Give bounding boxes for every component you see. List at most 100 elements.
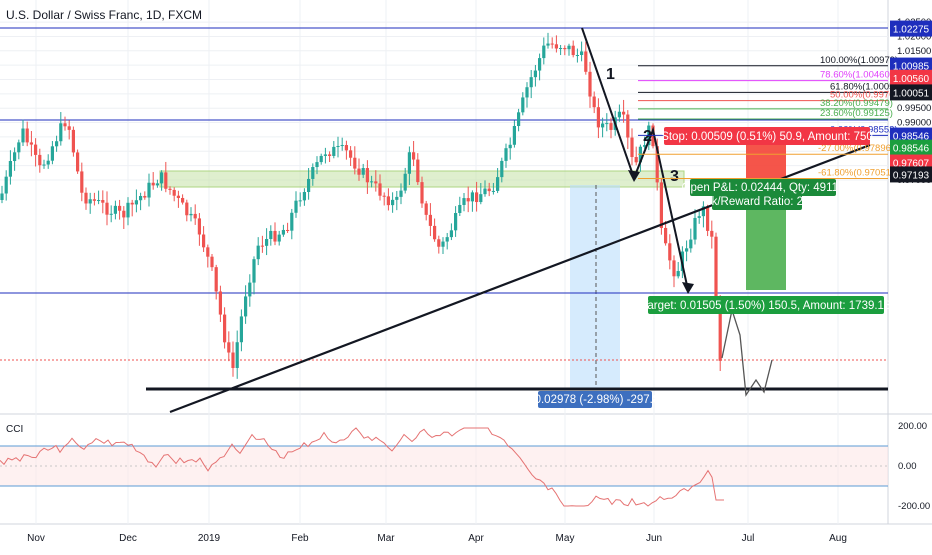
candle-body: [466, 198, 470, 202]
stop-label: Stop: 0.00509 (0.51%) 50.9, Amount: 750: [661, 131, 873, 143]
candle-body: [277, 234, 281, 242]
candle-body: [290, 212, 294, 231]
wave-3-label: 3: [670, 168, 679, 185]
candle-body: [0, 193, 4, 200]
risk-reward-label-box: [712, 194, 802, 210]
axis-layer: NovDec2019FebMarAprMayJunJulAug1.025001.…: [27, 17, 932, 544]
candle-body: [59, 123, 63, 142]
candle-body: [361, 168, 365, 175]
cci-layer: [0, 427, 888, 507]
candle-body: [336, 145, 340, 147]
candle-body: [710, 230, 714, 237]
candle-body: [491, 190, 495, 192]
candle-body: [206, 247, 210, 257]
price-marker-label: 1.02275: [893, 25, 930, 36]
candle-body: [197, 218, 201, 235]
candle-body: [609, 123, 613, 130]
candle-body: [533, 70, 537, 78]
cci-line: [0, 427, 724, 507]
fib-level-label: 23.60%(0.99125): [820, 108, 893, 119]
grid-layer: [0, 0, 932, 525]
candle-body: [420, 182, 424, 204]
candle-body: [407, 152, 411, 174]
candle-body: [80, 171, 84, 193]
candle-body: [365, 168, 369, 183]
measure-label: -0.02978 (-2.98%) -297.8: [531, 394, 660, 406]
candle-body: [286, 229, 290, 231]
candle-body: [17, 142, 21, 153]
price-marker: [890, 139, 932, 156]
candle-body: [575, 55, 579, 57]
y-tick-label: 1.01500: [897, 46, 931, 57]
x-tick-label: Feb: [291, 533, 309, 544]
price-marker-label: 0.97607: [893, 159, 930, 170]
candle-body: [353, 157, 357, 169]
candle-body: [302, 192, 306, 201]
candle-body: [130, 202, 134, 205]
candle-body: [21, 128, 25, 143]
candle-body: [256, 245, 260, 260]
candle-body: [122, 210, 126, 218]
candle-body: [538, 58, 542, 71]
price-marker-label: 1.00051: [893, 88, 930, 99]
candle-body: [718, 302, 722, 361]
candle-body: [181, 197, 185, 203]
candle-body: [634, 157, 638, 163]
cci-band: [0, 446, 888, 486]
candle-body: [134, 200, 138, 205]
candle-body: [164, 172, 168, 189]
candle-body: [626, 114, 630, 138]
candle-body: [273, 230, 277, 242]
candle-body: [172, 189, 176, 196]
candle-body: [223, 314, 227, 343]
candle-body: [458, 204, 462, 214]
fib-level-label: -27.00%(0.97896): [818, 143, 894, 154]
candle-body: [701, 206, 705, 217]
candle-body: [92, 199, 96, 201]
candle-body: [521, 97, 525, 113]
candle-body: [655, 146, 659, 183]
candle-body: [445, 237, 449, 242]
x-tick-label: Apr: [468, 533, 484, 544]
candle-body: [202, 234, 206, 248]
candle-body: [475, 192, 479, 203]
candle-body: [185, 202, 189, 216]
price-marker: [890, 57, 932, 74]
x-tick-label: Jun: [646, 533, 662, 544]
cci-label: CCI: [6, 424, 24, 435]
fib-layer: 100.00%(1.00979) 78.60%(1.00460)61.80%(1.…: [638, 55, 903, 179]
fib-level-label: -61.80%(0.97051): [818, 167, 894, 178]
fib-level-label: 50.00%(0.99766): [830, 90, 903, 101]
candle-body: [84, 192, 88, 204]
fib-level-label: 78.60%(1.00460): [820, 70, 893, 81]
target-label: Target: 0.01505 (1.50%) 150.5, Amount: 1…: [642, 300, 891, 312]
candle-body: [441, 241, 445, 247]
candle-body: [454, 213, 458, 231]
candle-body: [668, 243, 672, 261]
candle-body: [176, 195, 180, 198]
price-marker: [890, 127, 932, 144]
candle-body: [428, 214, 432, 226]
candle-body: [659, 182, 663, 228]
candle-body: [8, 161, 12, 177]
candle-body: [550, 43, 554, 45]
candle-body: [399, 190, 403, 197]
candle-body: [601, 123, 605, 128]
candle-body: [617, 111, 621, 118]
candle-body: [370, 181, 374, 183]
candle-body: [525, 87, 529, 98]
price-marker-label: 0.97193: [893, 170, 930, 181]
open-pl-label-box: [690, 179, 836, 196]
candle-body: [101, 200, 105, 203]
candle-body: [126, 202, 130, 218]
x-tick-label: Aug: [829, 533, 847, 544]
candle-body: [311, 167, 315, 179]
candle-body: [218, 291, 222, 315]
candle-body: [315, 162, 319, 168]
candle-body: [160, 172, 164, 184]
hlines-layer: [0, 27, 888, 391]
candle-body: [294, 200, 298, 213]
y-tick-label: 0.99000: [897, 118, 931, 129]
